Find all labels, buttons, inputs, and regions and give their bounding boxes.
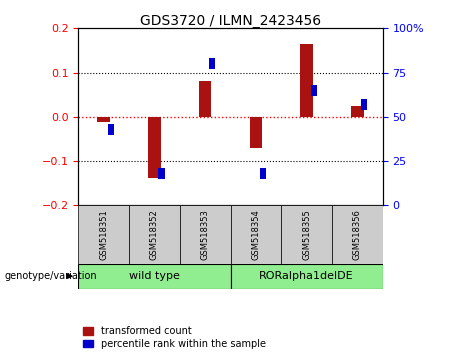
Bar xyxy=(260,168,266,179)
Text: GSM518353: GSM518353 xyxy=(201,209,210,260)
Bar xyxy=(209,58,215,69)
FancyBboxPatch shape xyxy=(180,205,230,264)
FancyBboxPatch shape xyxy=(230,205,281,264)
Text: GSM518354: GSM518354 xyxy=(251,209,260,260)
Bar xyxy=(199,81,212,117)
Bar xyxy=(351,106,364,117)
Text: genotype/variation: genotype/variation xyxy=(5,271,97,281)
Bar xyxy=(159,168,165,179)
Text: GSM518352: GSM518352 xyxy=(150,209,159,260)
Text: wild type: wild type xyxy=(129,271,180,281)
Text: GDS3720 / ILMN_2423456: GDS3720 / ILMN_2423456 xyxy=(140,14,321,28)
Bar xyxy=(97,117,110,122)
Text: GSM518355: GSM518355 xyxy=(302,209,311,260)
FancyBboxPatch shape xyxy=(78,264,230,289)
Bar xyxy=(361,99,367,110)
Text: GSM518356: GSM518356 xyxy=(353,209,362,260)
FancyBboxPatch shape xyxy=(78,205,129,264)
Text: RORalpha1delDE: RORalpha1delDE xyxy=(259,271,354,281)
Text: GSM518351: GSM518351 xyxy=(99,209,108,260)
Bar xyxy=(300,44,313,117)
FancyBboxPatch shape xyxy=(129,205,180,264)
Bar xyxy=(108,124,114,135)
Bar xyxy=(311,85,317,96)
Bar xyxy=(148,117,161,178)
FancyBboxPatch shape xyxy=(230,264,383,289)
Bar xyxy=(249,117,262,148)
FancyBboxPatch shape xyxy=(332,205,383,264)
Legend: transformed count, percentile rank within the sample: transformed count, percentile rank withi… xyxy=(83,326,266,349)
FancyBboxPatch shape xyxy=(281,205,332,264)
